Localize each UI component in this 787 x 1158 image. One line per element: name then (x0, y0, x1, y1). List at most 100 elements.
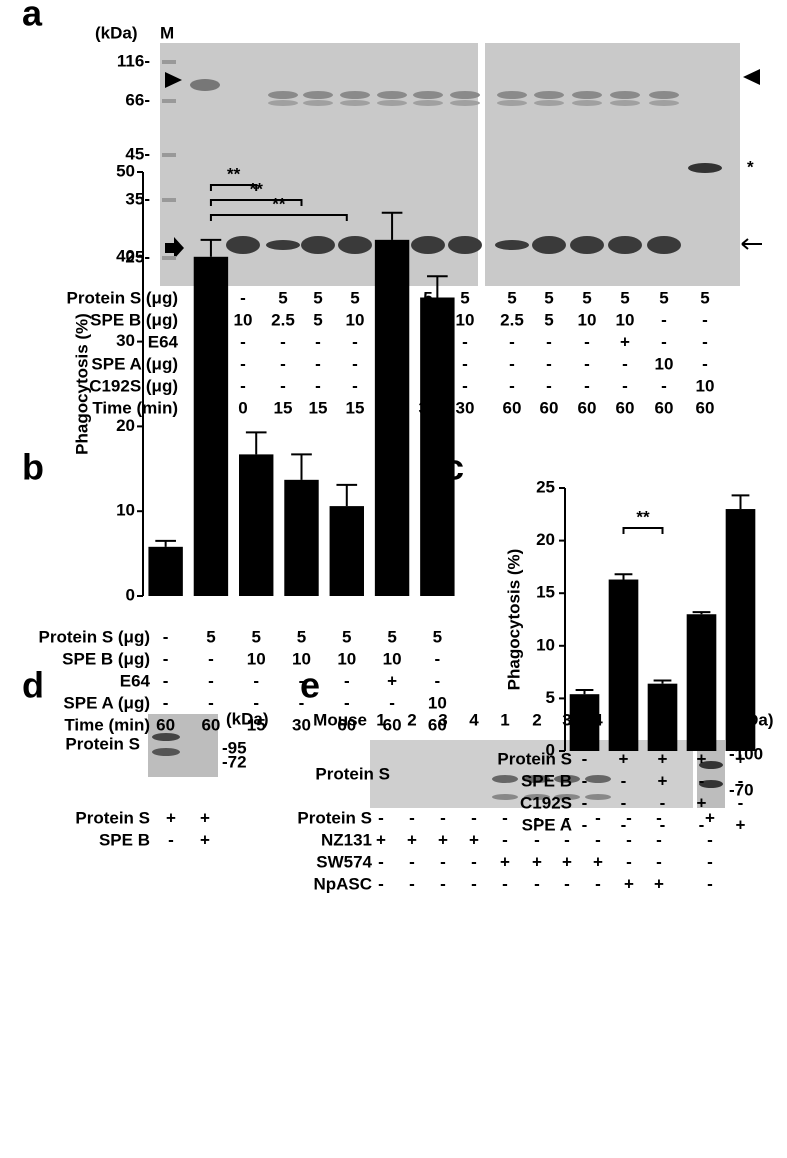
row-label: SPE A (μg) (63, 693, 150, 712)
bar (284, 479, 319, 596)
band-label: Protein S (65, 734, 140, 753)
unit-label: (kDa) (226, 709, 269, 728)
cell: + (705, 808, 715, 827)
cell: - (509, 376, 515, 395)
blot-band (152, 733, 180, 741)
cell: - (378, 852, 384, 871)
cell: 60 (578, 398, 597, 417)
cell: - (584, 332, 590, 351)
cell: - (352, 332, 358, 351)
significance-bracket (209, 184, 258, 191)
cell: 3 (438, 710, 447, 729)
cell: 60 (655, 398, 674, 417)
band (534, 91, 564, 99)
error-bar (336, 483, 358, 507)
band (268, 91, 298, 99)
cell: - (699, 815, 705, 834)
error-bar (614, 573, 633, 580)
cell: - (378, 808, 384, 827)
cell: - (564, 830, 570, 849)
row-label: Protein S (μg) (67, 288, 178, 307)
cell: - (595, 874, 601, 893)
cell: - (280, 354, 286, 373)
cell: 5 (387, 627, 396, 646)
cell: + (376, 830, 386, 849)
cell: 5 (433, 627, 442, 646)
blot-band (585, 794, 611, 800)
cell: - (440, 852, 446, 871)
cell: + (200, 830, 210, 849)
significance-bracket (622, 527, 664, 534)
marker-band (162, 153, 176, 157)
y-tick-label: 10 (536, 635, 555, 654)
error-bar (575, 688, 594, 695)
cell: 1 (376, 710, 385, 729)
error-bar (291, 453, 312, 480)
row-label: C192S (520, 793, 572, 812)
cell: - (462, 332, 468, 351)
band (377, 100, 407, 106)
cell: - (240, 376, 246, 395)
row-label: Protein S (μg) (39, 627, 150, 646)
cell: 10 (247, 649, 266, 668)
marker-band (162, 198, 176, 202)
cell: - (622, 376, 628, 395)
row-label: SW574 (316, 852, 372, 871)
cell: - (280, 376, 286, 395)
cell: - (435, 671, 441, 690)
cell: - (626, 830, 632, 849)
cell: 5 (544, 310, 553, 329)
cell: 2 (407, 710, 416, 729)
cell: 10 (337, 649, 356, 668)
band (495, 240, 529, 250)
cell: - (699, 771, 705, 790)
marker-label: -95 (222, 738, 247, 757)
cell: - (584, 354, 590, 373)
cell: - (253, 671, 259, 690)
cell: 5 (582, 288, 591, 307)
cell: - (546, 332, 552, 351)
cell: 10 (696, 376, 715, 395)
row-label: SPE B (μg) (90, 310, 178, 329)
cell: + (532, 852, 542, 871)
y-tick-label: 30 (116, 331, 135, 350)
cell: + (387, 671, 397, 690)
cell: 15 (346, 398, 365, 417)
cell: - (582, 815, 588, 834)
row-label: Protein S (497, 749, 572, 768)
row-label: SPE B (521, 771, 572, 790)
y-tick-label: 5 (546, 688, 555, 707)
marker-label: 116- (117, 51, 150, 70)
cell: - (163, 671, 169, 690)
cell: - (409, 852, 415, 871)
cell: - (702, 354, 708, 373)
cell: - (582, 771, 588, 790)
band (268, 100, 298, 106)
cell: 4 (593, 710, 603, 729)
band (450, 91, 480, 99)
cell: 60 (428, 715, 447, 734)
blot-bands (492, 775, 611, 800)
cell: 2.5 (271, 310, 295, 329)
cell: + (562, 852, 572, 871)
cell: 10 (234, 310, 253, 329)
cell: - (299, 671, 305, 690)
cell: - (656, 830, 662, 849)
bar (148, 546, 183, 596)
bar (420, 297, 455, 596)
cell: + (624, 874, 634, 893)
cell: - (315, 332, 321, 351)
cell: - (564, 808, 570, 827)
cell: - (208, 649, 214, 668)
cell: + (654, 874, 664, 893)
band (450, 100, 480, 106)
row-label: NZ131 (321, 830, 372, 849)
panel-letter: e (300, 665, 320, 706)
row-label: Mouse (313, 710, 367, 729)
marker-lane-label: M (160, 23, 174, 42)
blot-band (554, 794, 580, 800)
y-tick-label: 15 (536, 583, 555, 602)
cell: - (315, 376, 321, 395)
band (649, 91, 679, 99)
